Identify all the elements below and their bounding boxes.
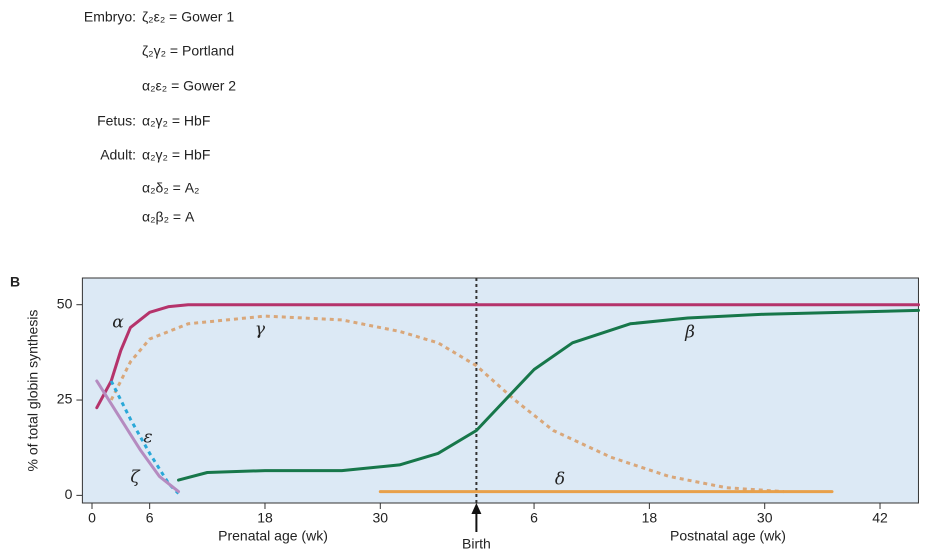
- x-axis-label: Postnatal age (wk): [670, 528, 786, 544]
- birth-label: Birth: [462, 536, 491, 552]
- x-tick-label: 18: [257, 510, 273, 526]
- series-label: δ: [555, 470, 565, 490]
- formula: α₂β₂ = A: [142, 209, 195, 225]
- series-label: β: [684, 323, 695, 343]
- formula: ζ₂γ₂ = Portland: [142, 43, 234, 59]
- x-tick-label: 42: [872, 510, 888, 526]
- x-tick-label: 6: [146, 510, 154, 526]
- series-line: [95, 379, 180, 494]
- y-tick-label: 0: [65, 486, 73, 502]
- stage-label: Embryo:: [84, 9, 136, 25]
- formula: α₂γ₂ = HbF: [142, 147, 210, 163]
- series-label: ε: [143, 428, 152, 448]
- panel-label: B: [10, 274, 20, 290]
- formula: α₂ε₂ = Gower 2: [142, 78, 236, 94]
- y-axis-label: % of total globin synthesis: [25, 310, 41, 472]
- birth-arrowhead: [471, 503, 482, 514]
- formula: α₂δ₂ = A₂: [142, 180, 199, 196]
- stage-label: Fetus:: [97, 113, 136, 129]
- series-label: ζ: [130, 468, 141, 488]
- y-tick-label: 50: [57, 295, 73, 311]
- series-label: α: [112, 313, 124, 333]
- series-line: [177, 308, 920, 482]
- x-axis-label: Prenatal age (wk): [218, 528, 328, 544]
- series-line: [95, 303, 920, 410]
- y-tick-label: 25: [57, 391, 73, 407]
- formula: α₂γ₂ = HbF: [142, 113, 210, 129]
- x-tick-label: 30: [373, 510, 389, 526]
- x-tick-label: 0: [88, 510, 96, 526]
- formula: ζ₂ε₂ = Gower 1: [142, 9, 234, 25]
- plot-background: [81, 277, 919, 504]
- series-label: γ: [255, 320, 266, 340]
- series-line: [109, 314, 785, 494]
- x-tick-label: 6: [530, 510, 538, 526]
- x-tick-label: 18: [642, 510, 658, 526]
- x-tick-label: 30: [757, 510, 773, 526]
- stage-label: Adult:: [100, 147, 136, 163]
